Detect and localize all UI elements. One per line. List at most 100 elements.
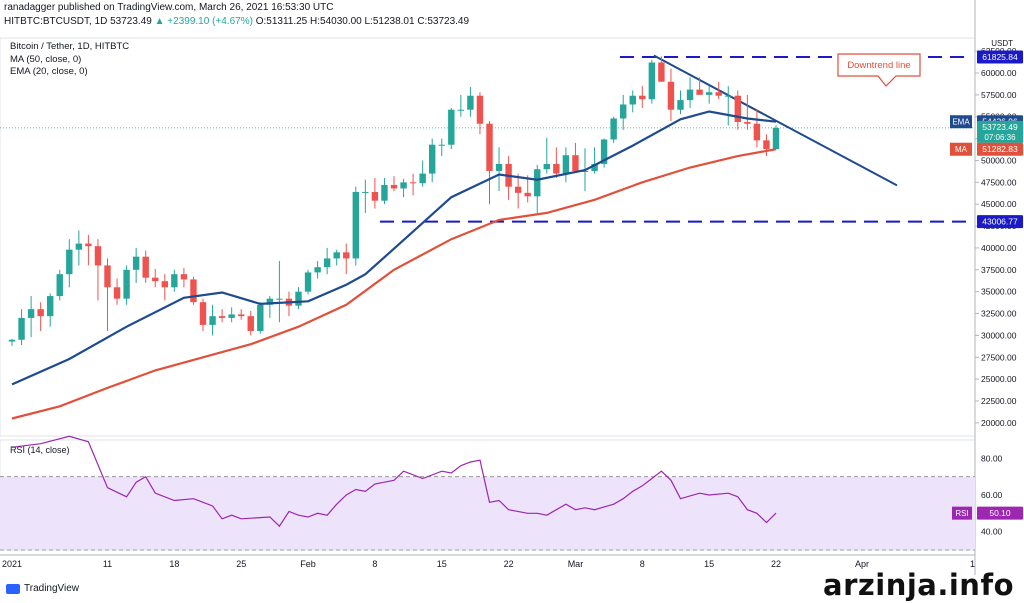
downtrend-label: Downtrend line — [847, 60, 910, 71]
candle-body — [27, 309, 35, 318]
time-tick-label: 25 — [236, 559, 246, 569]
candle-body — [247, 316, 254, 332]
ma-legend[interactable]: MA (50, close, 0) — [10, 54, 82, 65]
candle-body — [56, 274, 63, 297]
candle-body — [610, 118, 617, 140]
rsi-band — [0, 476, 975, 551]
candle-body — [677, 100, 684, 110]
resistance-tag-bg — [977, 50, 1023, 64]
candle-body — [409, 182, 417, 184]
candles — [8, 56, 780, 346]
candle-body — [104, 265, 111, 288]
candle-body — [113, 287, 121, 299]
candle-body — [438, 144, 445, 146]
time-tick-label: Mar — [568, 559, 584, 569]
candle-body — [161, 281, 168, 288]
candle-body — [514, 186, 522, 193]
time-tick-label: 18 — [169, 559, 179, 569]
ma-label-bg — [950, 142, 972, 156]
candle-body — [257, 304, 264, 332]
candle-body — [314, 267, 321, 273]
price-tick-label: 32500.00 — [981, 309, 1017, 319]
candle-body — [199, 302, 207, 325]
candle-body — [352, 191, 359, 259]
last-price-bg — [977, 120, 1023, 143]
ma-value-tag: 51282.83 — [982, 144, 1018, 154]
candle-body — [581, 170, 589, 172]
candle-body — [648, 62, 656, 100]
candle-body — [543, 163, 550, 170]
candle-body — [715, 92, 722, 96]
time-tick-label: Apr — [855, 559, 869, 569]
ema20-line — [11, 110, 777, 386]
rsi-value-tag-bg — [977, 506, 1023, 520]
candle-body — [753, 123, 761, 141]
candle-body — [295, 291, 302, 306]
indicator-lines: Downtrend line — [11, 53, 921, 528]
ma50-line — [11, 148, 777, 420]
price-tick-label: 22500.00 — [981, 396, 1017, 406]
candle-body — [572, 155, 579, 171]
candle-body — [152, 277, 159, 282]
candle-body — [419, 173, 426, 184]
price-tick-label: 57500.00 — [981, 90, 1017, 100]
support-tag: 43006.77 — [982, 217, 1018, 227]
candle-body — [381, 184, 388, 201]
ema-label-bg — [950, 115, 972, 129]
ema-legend[interactable]: EMA (20, close, 0) — [10, 66, 88, 77]
price-pane — [0, 37, 976, 437]
candle-body — [37, 309, 44, 317]
last-price-tag: 53723.49 — [982, 122, 1018, 132]
time-tick-label: 15 — [704, 559, 714, 569]
watermark: arzinja.info — [823, 568, 1014, 602]
rsi-tick-label: 80.00 — [981, 453, 1003, 463]
resistance-tag: 61825.84 — [982, 52, 1018, 62]
countdown-tag: 07:06:36 — [984, 133, 1016, 142]
candle-body — [667, 81, 675, 110]
candle-body — [467, 95, 474, 110]
candle-body — [591, 163, 598, 171]
candle-body — [429, 144, 436, 174]
candle-body — [763, 140, 770, 150]
candle-body — [400, 182, 407, 189]
candle-body — [190, 279, 197, 303]
price-tick-label: 45000.00 — [981, 199, 1017, 209]
price-tick-label: 60000.00 — [981, 68, 1017, 78]
candle-body — [734, 95, 741, 122]
candle-body — [333, 252, 340, 259]
candle-body — [323, 258, 331, 268]
candle-body — [562, 155, 570, 174]
candle-body — [8, 339, 16, 342]
currency-label: USDT — [991, 39, 1013, 48]
candle-body — [639, 95, 646, 100]
candle-body — [371, 191, 379, 201]
time-tick-label: 1 — [970, 559, 975, 569]
price-tick-label: 20000.00 — [981, 418, 1017, 428]
time-tick-label: 15 — [437, 559, 447, 569]
rsi-line — [11, 435, 777, 528]
candle-body — [457, 109, 465, 111]
symbol-line: HITBTC:BTCUSDT, 1D 53723.49 ▲ +2399.10 (… — [4, 16, 469, 27]
candle-body — [390, 184, 398, 189]
rsi-background — [0, 476, 975, 550]
support-tag-bg — [977, 215, 1023, 229]
candle-body — [725, 95, 732, 97]
ma-value-tag-bg — [977, 142, 1023, 156]
tradingview-brand[interactable]: TradingView — [6, 583, 79, 594]
last-price: 53723.49 — [110, 16, 152, 27]
downtrend-callout — [837, 53, 921, 87]
time-tick-label: 11 — [103, 559, 112, 569]
candle-body — [620, 104, 627, 119]
time-tick-label: 8 — [372, 559, 377, 569]
candle-body — [132, 256, 140, 270]
candle-body — [448, 109, 455, 145]
ohlc: O:51311.25 H:54030.00 L:51238.01 C:53723… — [255, 16, 470, 27]
publisher-line: ranadagger published on TradingView.com,… — [4, 2, 334, 13]
candle-body — [476, 95, 484, 124]
candle-body — [486, 123, 493, 171]
change: ▲ +2399.10 (+4.67%) — [154, 16, 253, 27]
candle-body — [85, 243, 92, 247]
rsi-tick-label: 40.00 — [981, 527, 1003, 537]
price-tags: 61825.8443006.7754426.96EMA53723.4907:06… — [950, 50, 1023, 520]
